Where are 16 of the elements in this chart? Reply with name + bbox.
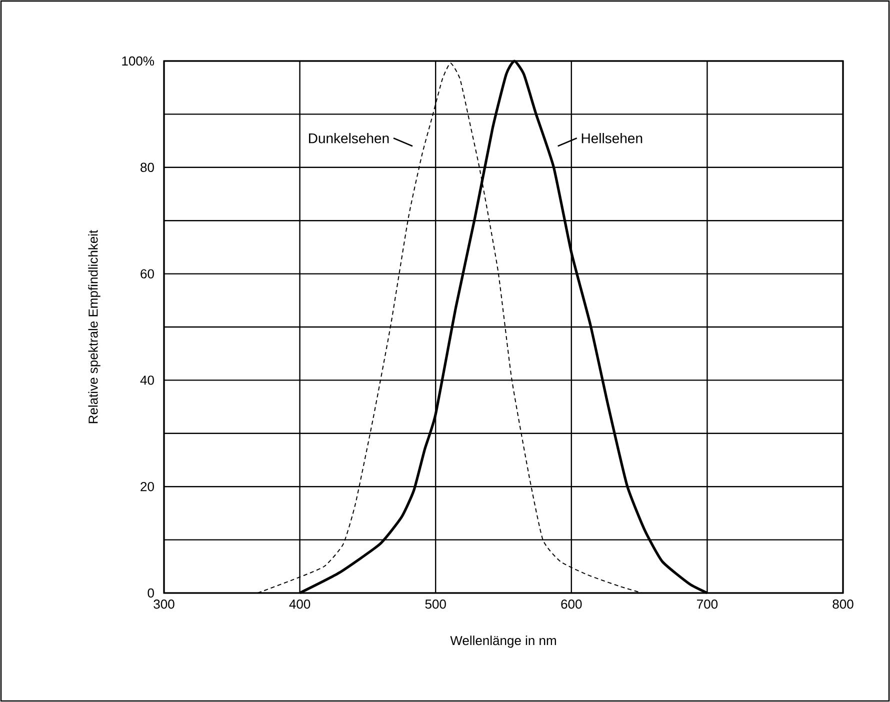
x-tick-label: 300 — [154, 600, 174, 609]
legend-label: Hellsehen — [582, 132, 642, 144]
y-tick-label: 80 — [140, 162, 154, 172]
x-tick-label: 600 — [561, 600, 582, 609]
y-tick-label: 20 — [140, 482, 154, 492]
x-tick-label: 500 — [425, 600, 446, 609]
x-tick-label: 400 — [289, 600, 310, 609]
y-tick-label: 60 — [140, 269, 154, 278]
text: Dunkelsehen — [309, 132, 389, 144]
y-tick-label: 100% — [122, 56, 154, 66]
x-axis-title: Wellenlänge in nm — [450, 636, 556, 648]
y-axis-title: Relative spektrale Empfindlichkeit — [88, 230, 100, 424]
y-tick-label: 0 — [148, 588, 154, 598]
x-tick-label: 800 — [832, 600, 854, 609]
x-tick-label: 700 — [697, 600, 718, 609]
y-tick-label: 40 — [140, 376, 154, 385]
